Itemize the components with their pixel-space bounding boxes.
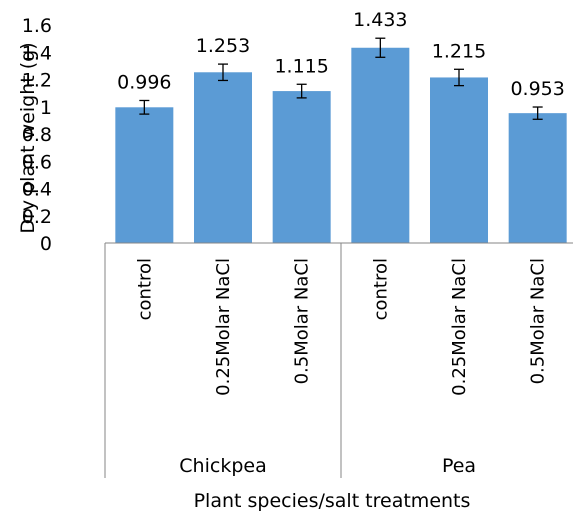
x-category-label: 0.25Molar NaCl xyxy=(213,258,234,396)
x-category-label: 0.5Molar NaCl xyxy=(528,258,549,384)
bar xyxy=(508,113,567,243)
x-category-label: 0.25Molar NaCl xyxy=(449,258,470,396)
data-label: 1.115 xyxy=(274,55,328,77)
data-label: 1.215 xyxy=(432,40,486,62)
error-bar xyxy=(218,63,228,82)
x-category-label: 0.5Molar NaCl xyxy=(292,258,313,384)
bar xyxy=(194,72,252,243)
bar xyxy=(351,47,410,243)
x-group-label: Chickpea xyxy=(179,455,266,477)
error-bar xyxy=(296,83,307,99)
bar xyxy=(272,91,331,243)
bar xyxy=(115,107,174,243)
data-label: 1.433 xyxy=(353,9,407,31)
x-axis-title: Plant species/salt treatments xyxy=(194,490,471,512)
error-bar xyxy=(454,68,464,87)
y-tick-label: 1.4 xyxy=(22,42,52,64)
x-axis: control 0.25Molar NaCl 0.5Molar NaCl contro… xyxy=(104,242,573,478)
data-label: 0.953 xyxy=(510,78,564,100)
error-bar xyxy=(375,37,386,58)
error-bar xyxy=(532,106,543,120)
y-tick-label: 1 xyxy=(40,97,52,119)
error-bar xyxy=(139,99,150,115)
y-tick-label: 0.4 xyxy=(22,179,52,201)
bars: 0.996 1.253 1.115 1.433 1.215 0.953 xyxy=(115,9,567,243)
x-group-label: Pea xyxy=(442,455,476,477)
y-tick-label: 0.2 xyxy=(22,206,52,228)
x-category-label: control xyxy=(370,258,391,320)
y-tick-label: 0.8 xyxy=(22,124,52,146)
data-label: 1.253 xyxy=(196,35,250,57)
y-axis-title: Dry plant weight (g) xyxy=(17,42,39,233)
bar xyxy=(430,77,488,243)
data-label: 0.996 xyxy=(117,71,171,93)
x-category-label: control xyxy=(134,258,155,320)
y-tick-label: 1.6 xyxy=(22,15,52,37)
y-axis: 0 0.2 0.4 0.6 0.8 1 1.2 1.4 1.6 xyxy=(22,15,52,255)
y-tick-label: 0.6 xyxy=(22,151,52,173)
y-tick-label: 0 xyxy=(40,233,52,255)
y-tick-label: 1.2 xyxy=(22,70,52,92)
